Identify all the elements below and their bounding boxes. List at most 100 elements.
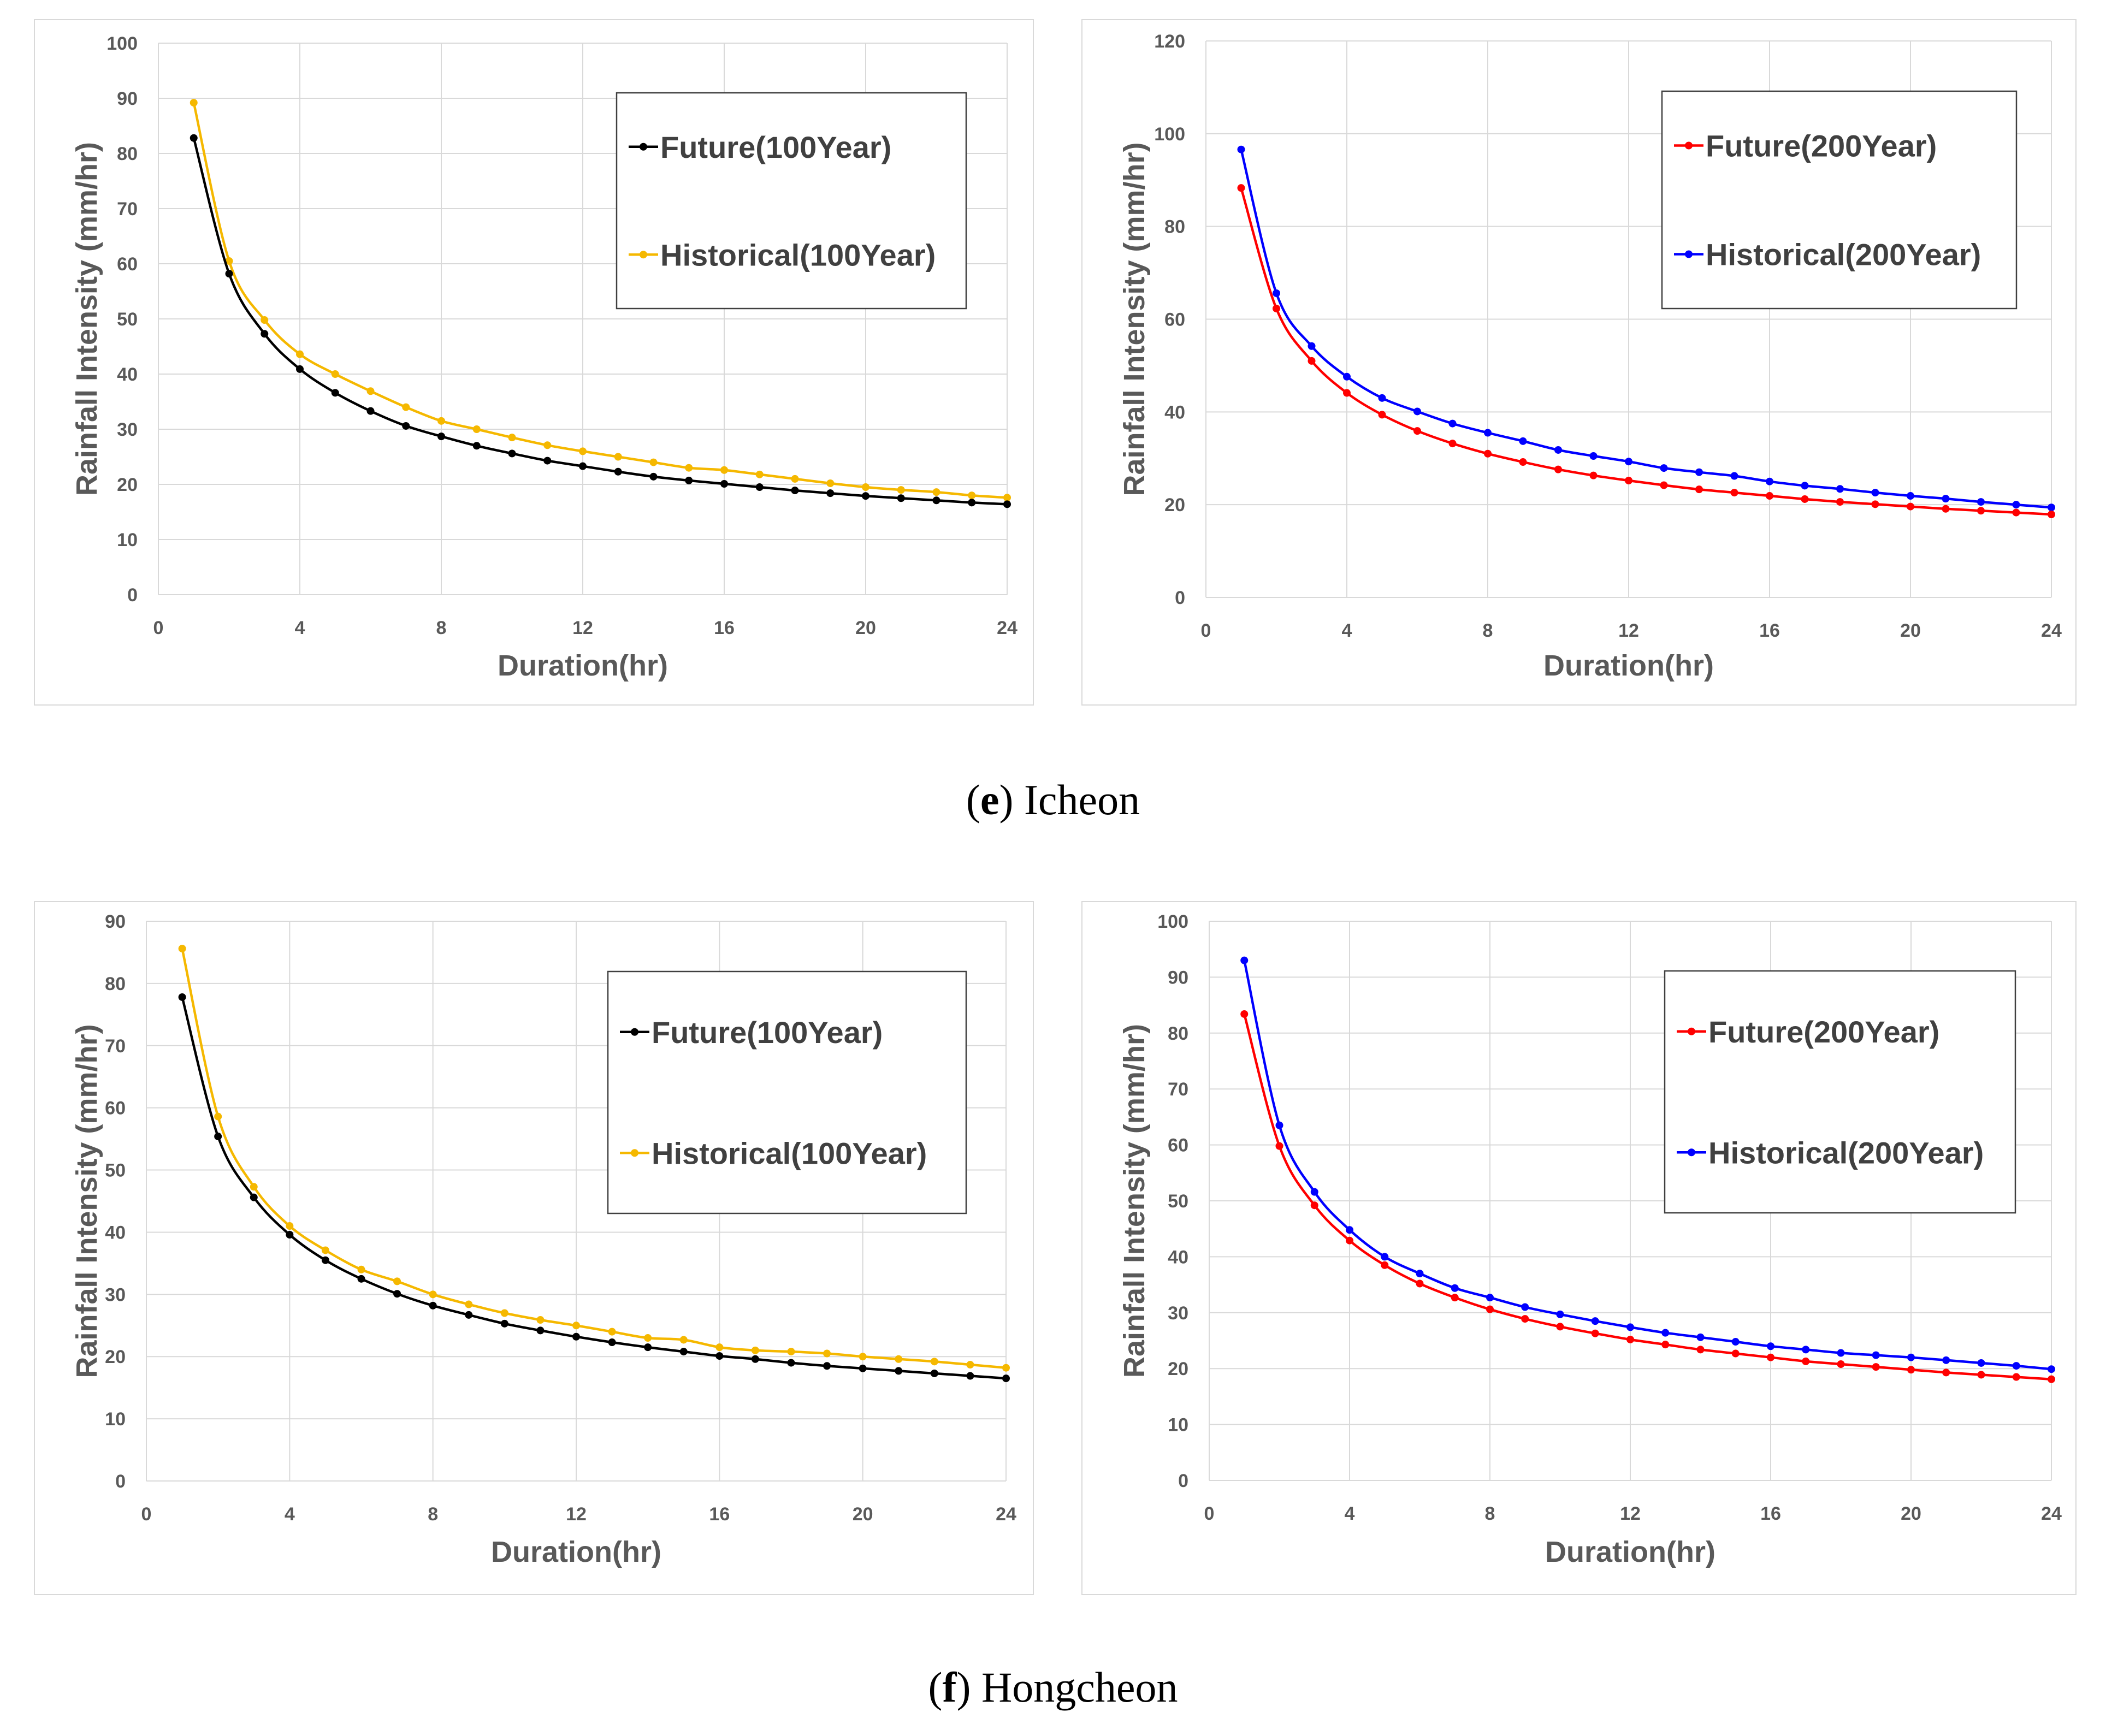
data-point (536, 1316, 545, 1324)
x-tick-label: 4 (1345, 1503, 1355, 1524)
data-point (250, 1193, 258, 1201)
data-point (1977, 498, 1985, 506)
data-point (720, 479, 728, 488)
series-historical (1237, 145, 2055, 512)
y-tick-label: 70 (117, 199, 138, 220)
data-point (572, 1322, 580, 1330)
y-tick-label: 50 (105, 1160, 126, 1181)
data-point (1273, 304, 1280, 312)
data-point (1767, 1342, 1774, 1350)
y-tick-label: 20 (1164, 495, 1185, 516)
data-point (1695, 485, 1703, 494)
y-tick-label: 30 (105, 1284, 126, 1305)
data-point (1871, 500, 1879, 508)
data-point (1237, 145, 1245, 153)
data-point (1310, 1201, 1318, 1210)
y-tick-label: 50 (1168, 1191, 1188, 1212)
chart-icheon-200year: 0 20 40 60 80 100 120 0 4 8 12 16 20 24 Duration(hr) Ra… (1081, 19, 2077, 706)
x-tick-label: 12 (1618, 620, 1639, 641)
chart-hongcheon-100year: 0 10 20 30 40 50 60 70 80 90 0 4 8 12 16 20 24 Duration(h… (34, 901, 1034, 1595)
data-point (751, 1355, 759, 1363)
chart-svg: 0 10 20 30 40 50 60 70 80 90 100 0 4 8 12 16 20 24 Duratio… (1118, 911, 2062, 1568)
data-point (1802, 1346, 1810, 1354)
data-point (393, 1290, 401, 1298)
data-point (437, 432, 445, 441)
data-point (1801, 482, 1809, 490)
data-point (261, 316, 269, 324)
data-point (1696, 1346, 1705, 1354)
data-point (1730, 489, 1738, 497)
data-point (715, 1352, 724, 1360)
data-point (1871, 489, 1879, 497)
data-point (1308, 357, 1316, 365)
y-tick-label: 90 (117, 88, 138, 109)
gridlines (1209, 921, 2052, 1481)
data-point (1002, 1374, 1010, 1383)
data-point (859, 1364, 867, 1372)
data-point (1942, 1356, 1950, 1364)
y-axis-title: Rainfall Intensity (mm/hr) (70, 1024, 103, 1378)
data-point (826, 489, 835, 497)
y-axis-title: Rainfall Intensity (mm/hr) (1118, 1024, 1151, 1378)
y-tick-label: 30 (1168, 1303, 1188, 1324)
data-point (465, 1300, 473, 1308)
legend-swatch-marker (1688, 1027, 1695, 1035)
data-point (1484, 449, 1492, 458)
data-point (1521, 1303, 1529, 1311)
data-point (644, 1343, 652, 1352)
legend: Future(100Year) Historical(100Year) (607, 970, 967, 1214)
y-tick-label: 10 (117, 530, 138, 550)
data-point (1661, 1341, 1670, 1349)
data-point (644, 1334, 652, 1342)
data-point (823, 1362, 831, 1370)
y-tick-label: 70 (1168, 1079, 1188, 1100)
data-point (1907, 492, 1914, 500)
data-point (1556, 1310, 1564, 1318)
x-tick-label: 8 (1483, 620, 1493, 641)
y-axis-title: Rainfall Intensity (mm/hr) (1118, 142, 1151, 496)
legend-item: Historical(200Year) (1677, 1135, 1984, 1170)
x-tick-label: 20 (853, 1504, 873, 1525)
data-point (1872, 1363, 1880, 1371)
chart-svg: 0 10 20 30 40 50 60 70 80 90 0 4 8 12 16 20 24 Duration(h… (70, 911, 1016, 1568)
data-point (1519, 458, 1527, 466)
data-point (1591, 1317, 1599, 1325)
data-point (1837, 1360, 1845, 1368)
x-tick-label: 20 (855, 618, 876, 638)
data-point (402, 403, 410, 411)
data-point (1625, 458, 1632, 466)
y-tick-label: 0 (127, 585, 138, 606)
data-point (1942, 1368, 1950, 1377)
data-point (859, 1353, 867, 1361)
data-point (1416, 1270, 1424, 1278)
data-point (1767, 1353, 1774, 1361)
x-tick-label: 24 (2041, 1503, 2062, 1524)
y-tick-label: 70 (105, 1036, 126, 1057)
chart-svg: 0 10 20 30 40 50 60 70 80 90 100 0 4 8 12 16 20 24 Duratio… (70, 33, 1017, 682)
data-point (190, 99, 198, 107)
y-tick-label: 0 (1178, 1471, 1188, 1491)
data-point (1802, 1357, 1810, 1365)
data-point (823, 1349, 831, 1358)
caption-letter: e (980, 776, 999, 823)
x-tick-label: 12 (566, 1504, 587, 1525)
legend-item: Historical(200Year) (1674, 238, 1981, 272)
data-point (1486, 1294, 1494, 1302)
data-point (178, 993, 186, 1001)
y-tick-label: 40 (1168, 1247, 1188, 1267)
x-tick-label: 0 (141, 1504, 152, 1525)
gridlines (146, 921, 1007, 1482)
data-point (679, 1336, 688, 1344)
data-point (321, 1256, 329, 1264)
data-point (1381, 1261, 1389, 1269)
x-tick-label: 24 (996, 1504, 1016, 1525)
data-point (614, 453, 622, 461)
data-point (1837, 1349, 1845, 1357)
data-point (608, 1338, 616, 1347)
data-point (437, 417, 445, 425)
y-tick-label: 60 (105, 1098, 126, 1119)
data-point (608, 1328, 616, 1336)
caption-location: Hongcheon (981, 1663, 1178, 1711)
data-point (178, 945, 186, 953)
data-point (579, 447, 587, 455)
